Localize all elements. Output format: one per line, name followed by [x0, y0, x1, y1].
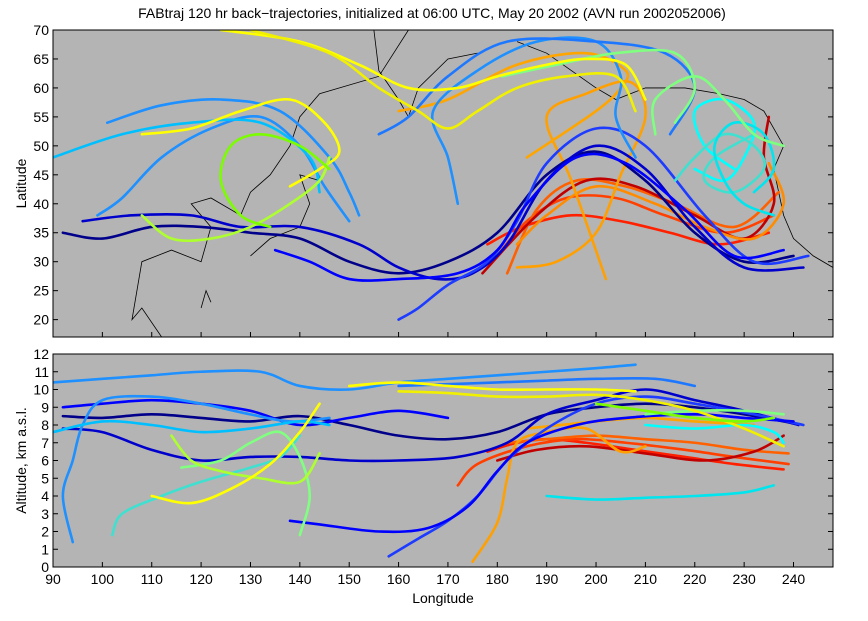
xtick-label: 130 [239, 571, 263, 587]
map-trajectory-10 [273, 152, 785, 282]
altitude-trajectory-13 [61, 394, 331, 544]
altitude-trajectory-3 [496, 434, 785, 462]
map-plot-area [53, 30, 833, 337]
map-ytick-label: 65 [33, 51, 49, 67]
xtick-label: 110 [141, 571, 164, 587]
altitude-trajectory-12 [397, 376, 697, 388]
xtick-label: 150 [338, 571, 362, 587]
map-trajectory-14 [106, 98, 361, 217]
map-ytick-label: 35 [33, 225, 49, 241]
xtick-label: 180 [486, 571, 510, 587]
map-ytick-label: 40 [33, 196, 49, 212]
map-panel: 20 25 30 35 40 45 50 55 60 65 70 Latitude [13, 22, 834, 338]
map-trajectory-11 [430, 36, 637, 206]
altitude-ytick-label: 2 [41, 524, 49, 540]
map-trajectory-21 [140, 97, 341, 188]
altitude-trajectory-23 [397, 389, 785, 448]
coastline-3 [200, 289, 212, 309]
altitude-trajectory-4 [471, 426, 647, 563]
xtick-label: 200 [584, 571, 608, 587]
chart-title: FABtraj 120 hr back−trajectories, initia… [138, 5, 726, 21]
map-trajectory-23 [249, 30, 637, 130]
map-trajectory-18 [712, 121, 776, 217]
altitude-trajectory-18 [644, 409, 785, 416]
coastline-0 [131, 30, 409, 337]
map-ytick-label: 70 [33, 22, 49, 38]
map-axes-frame [52, 29, 834, 338]
map-y-axis: 20 25 30 35 40 45 50 55 60 65 70 [33, 22, 834, 338]
altitude-ytick-label: 12 [33, 346, 49, 362]
xtick-label: 170 [436, 571, 460, 587]
map-trajectory-16 [692, 97, 757, 183]
altitude-trajectory-15 [110, 434, 302, 537]
altitude-ytick-label: 6 [41, 453, 49, 469]
altitude-trajectory-16 [644, 423, 785, 445]
map-ytick-label: 45 [33, 167, 49, 183]
map-trajectory-2 [505, 178, 780, 275]
altitude-trajectory-1 [456, 437, 790, 487]
xtick-label: 220 [683, 571, 707, 587]
xtick-label: 230 [732, 571, 756, 587]
map-trajectory-17 [673, 132, 766, 194]
map-trajectory-25 [219, 132, 331, 229]
altitude-ytick-label: 0 [41, 559, 49, 575]
altitude-ytick-label: 9 [41, 399, 49, 415]
map-ytick-label: 50 [33, 138, 49, 154]
map-trajectory-20 [500, 48, 697, 124]
altitude-trajectory-19 [180, 430, 312, 537]
map-ytick-label: 60 [33, 80, 49, 96]
altitude-ytick-label: 7 [41, 435, 49, 451]
map-trajectory-7 [61, 150, 795, 275]
xtick-label: 160 [387, 571, 411, 587]
map-y-axis-label: Latitude [13, 158, 29, 208]
altitude-trajectory-2 [505, 434, 790, 455]
altitude-trajectory-20 [170, 434, 321, 485]
altitude-ytick-label: 10 [33, 382, 49, 398]
map-ytick-label: 20 [33, 312, 49, 328]
altitude-ytick-label: 4 [41, 488, 49, 504]
map-ytick-label: 30 [33, 254, 49, 270]
altitude-trajectory-14 [53, 419, 331, 434]
altitude-trajectory-24 [594, 402, 776, 423]
map-trajectory-4 [515, 161, 786, 246]
x-axis-label: Longitude [412, 590, 474, 606]
altitude-ytick-label: 1 [41, 541, 49, 557]
altitude-trajectory-9 [288, 413, 795, 534]
xtick-label: 210 [634, 571, 658, 587]
altitude-ytick-label: 11 [34, 364, 49, 380]
map-trajectory-22 [219, 30, 647, 101]
map-trajectory-19 [651, 75, 785, 148]
xtick-label: 100 [91, 571, 115, 587]
xtick-label: 240 [782, 571, 806, 587]
altitude-trajectory-11 [53, 363, 637, 391]
altitude-ytick-label: 5 [41, 470, 49, 486]
map-ytick-label: 55 [33, 109, 49, 125]
xtick-label: 140 [288, 571, 312, 587]
altitude-trajectory-17 [545, 484, 776, 501]
altitude-ytick-label: 8 [41, 417, 49, 433]
altitude-ytick-label: 3 [41, 506, 49, 522]
altitude-trajectory-21 [150, 402, 321, 505]
map-trajectory-24 [140, 156, 331, 243]
altitude-trajectory-7 [61, 388, 800, 463]
xtick-label: 120 [189, 571, 213, 587]
altitude-y-axis-label: Altitude, km a.s.l. [13, 407, 29, 514]
map-trajectory-3 [481, 115, 776, 275]
altitude-trajectory-10 [61, 398, 450, 427]
altitude-trajectory-8 [387, 395, 805, 558]
xtick-label: 190 [535, 571, 559, 587]
coastline-2 [516, 41, 833, 268]
map-trajectory-9 [397, 126, 810, 321]
altitude-trajectory-5 [525, 416, 756, 430]
coastline-1 [250, 174, 320, 257]
map-ytick-label: 25 [33, 283, 49, 299]
altitude-trajectory-22 [347, 381, 637, 393]
xtick-label: 90 [45, 571, 61, 587]
